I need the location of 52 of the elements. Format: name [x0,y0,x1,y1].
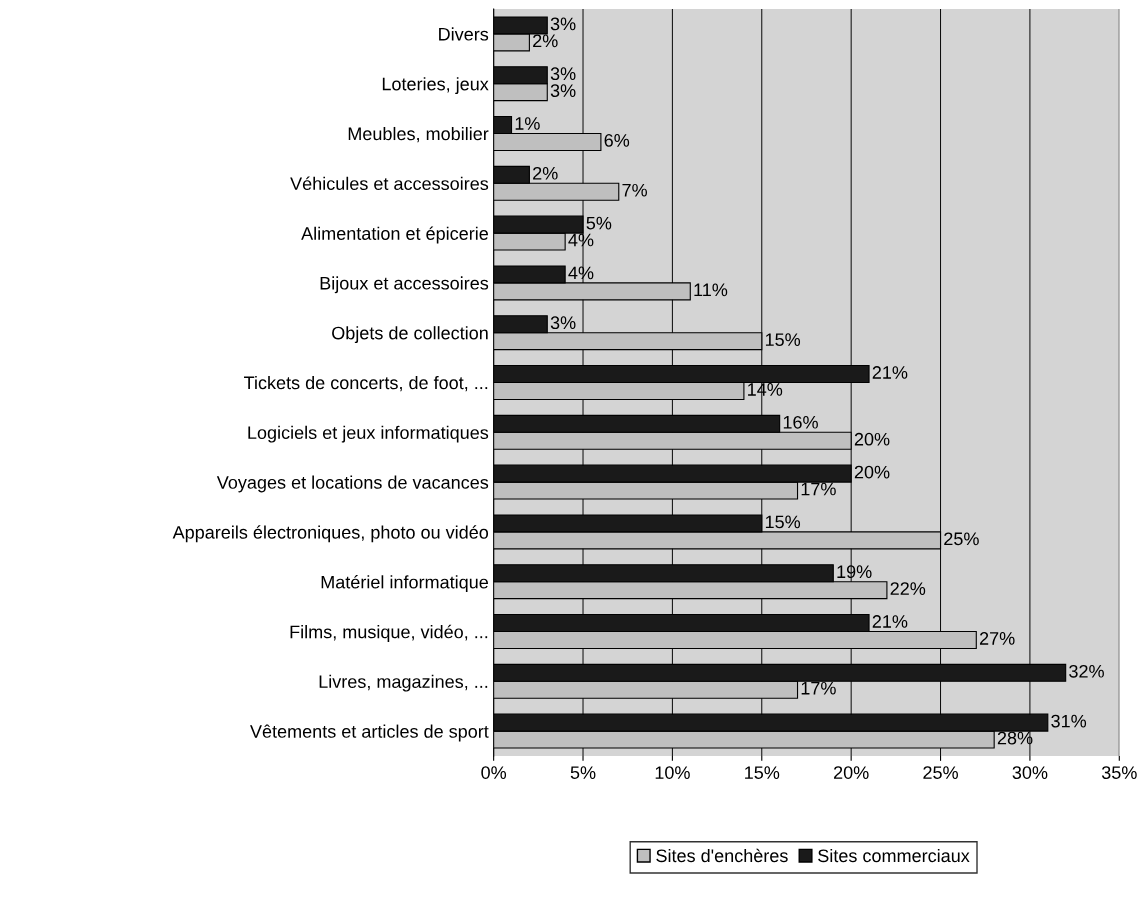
data-label: 21% [872,615,908,628]
x-tick-label: 20% [834,766,869,779]
x-tick-label: 25% [923,766,958,779]
data-label: 16% [783,415,818,429]
data-label: 11% [694,283,728,297]
y-tick-label: Bijoux et accessoires [320,276,489,294]
x-tick-label: 15% [745,766,780,779]
x-tick-label: 5% [570,766,596,779]
data-label: 15% [765,333,801,347]
y-tick-label: Tickets de concerts, de foot, ... [244,375,488,392]
data-label: 7% [622,183,647,197]
x-tick-label: 30% [1012,766,1048,779]
data-label: 20% [854,432,890,446]
data-label: 17% [801,681,836,695]
y-tick-label: Véhicules et accessoires [290,176,489,191]
data-label: 1% [515,117,540,130]
data-label: 3% [550,84,576,98]
y-tick-label: Objets de collection [332,326,488,343]
y-tick-label: Livres, magazines, ... [319,674,488,692]
data-label: 3% [550,316,576,330]
y-tick-label: Loteries, jeux [382,77,489,94]
data-label: 17% [801,482,836,496]
data-label: 3% [550,17,576,31]
x-tick-label: 0% [481,766,507,779]
y-tick-label: Logiciels et jeux informatiques [248,425,489,443]
data-label: 22% [890,582,926,595]
data-label: 5% [586,216,612,230]
data-label: 21% [872,366,908,379]
data-label: 25% [944,532,979,546]
y-tick-label: Vêtements et articles de sport [250,724,489,742]
y-tick-label: Alimentation et épicerie [301,226,488,244]
legend-label: Sites d'enchères [656,848,788,863]
legend-label: Sites commerciaux [818,848,970,863]
x-tick-label: 35% [1101,766,1137,779]
data-label: 31% [1051,714,1087,728]
x-tick-label: 10% [655,766,690,779]
y-tick-label: Films, musique, vidéo, ... [290,624,488,642]
data-label: 27% [979,632,1015,645]
data-label: 2% [533,166,558,180]
data-label: 3% [550,67,576,81]
data-label: 2% [533,34,558,48]
y-tick-label: Matériel informatique [321,575,488,593]
y-tick-label: Voyages et locations de vacances [216,475,489,493]
y-tick-label: Meubles, mobilier [348,126,489,143]
y-tick-label: Appareils électroniques, photo ou vidéo [172,525,489,543]
data-label: 6% [604,134,630,147]
y-tick-label: Divers [439,27,489,41]
data-label: 4% [568,266,594,280]
data-label: 15% [765,515,801,529]
data-label: 4% [568,233,594,247]
data-label: 20% [854,465,890,479]
data-label: 32% [1069,664,1104,678]
